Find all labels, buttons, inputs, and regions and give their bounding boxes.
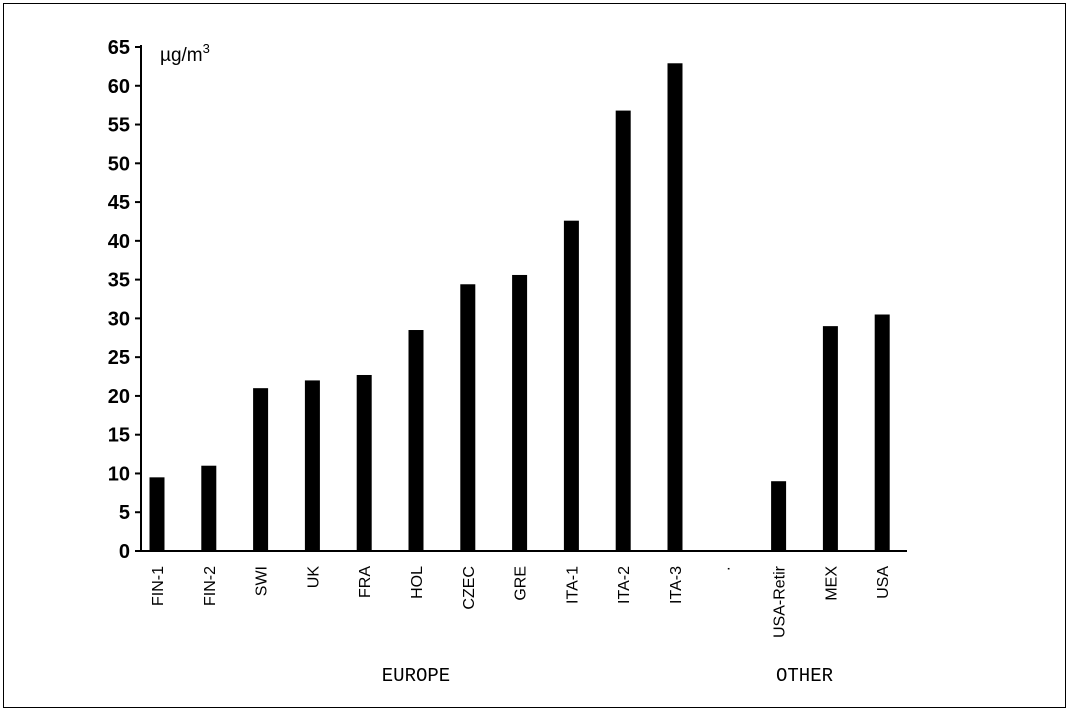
x-tick-label: ITA-3 [668,566,685,604]
x-tick-label: CZEC [461,566,478,610]
x-tick-label: FIN-1 [150,566,167,606]
group-label-other: OTHER [776,665,833,687]
x-tick-label: SWI [254,566,271,596]
y-tick-label: 45 [108,192,130,214]
group-labels: EUROPE OTHER [382,665,833,687]
y-tick-label: 25 [108,347,130,369]
y-tick-label: 50 [108,153,130,175]
y-unit-label: µg/m3 [160,41,210,66]
y-tick-label: 40 [108,231,130,253]
bar-mex [822,326,838,551]
x-tick-label: UK [305,566,322,589]
group-label-europe: EUROPE [382,665,450,687]
x-tick-label: ITA-1 [564,566,581,604]
x-tick-label: HOL [409,566,426,599]
bar-fra [356,374,372,551]
bar-fin-2 [201,465,217,551]
bar-ita-1 [563,220,579,551]
y-tick-label: 60 [108,76,130,98]
bar-czec [460,284,476,551]
x-tick-label: ITA-2 [616,566,633,604]
y-tick-label: 30 [108,308,130,330]
y-tick-label: 35 [108,270,130,292]
bar-ita-3 [667,63,683,551]
y-tick-label: 20 [108,386,130,408]
x-tick-label: FIN-2 [202,566,219,606]
x-tick-label: USA-Retir [772,565,789,638]
bar-uk [304,380,320,551]
x-tick-label: FRA [357,566,374,598]
bar-fin-1 [149,477,165,551]
bar-hol [408,330,424,551]
y-tick-label: 0 [119,541,130,563]
bar-swi [253,388,269,551]
x-tick-label: · [720,566,737,571]
y-ticks: 0 5 10 15 20 25 30 35 40 45 50 55 60 65 [108,37,141,563]
x-tick-label: MEX [823,566,840,601]
bar-ita-2 [615,110,631,551]
x-tick-label: GRE [513,566,530,601]
y-tick-label: 65 [108,37,130,59]
y-tick-label: 55 [108,115,130,137]
y-tick-label: 5 [119,502,130,524]
category-labels: FIN-1 FIN-2 SWI UK FRA HOL CZEC GRE ITA-1 ITA-2 IT… [150,565,892,638]
bar-gre [512,274,528,551]
x-tick-label: USA [875,566,892,599]
y-tick-label: 15 [108,425,130,447]
bar-usa [874,314,890,551]
y-tick-label: 10 [108,463,130,485]
bars [149,63,890,551]
bar-usa-retir [771,481,787,551]
